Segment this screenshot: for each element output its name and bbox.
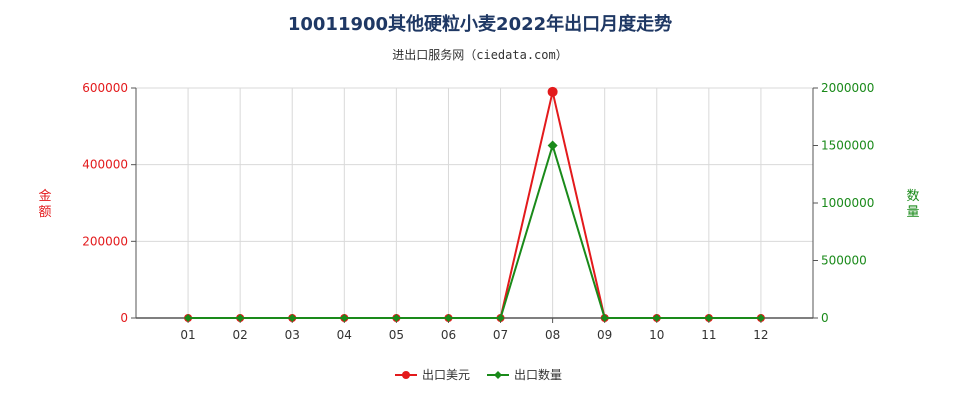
- legend-label-1: 出口美元: [422, 368, 470, 382]
- x-axis-tick-label: 04: [337, 328, 352, 342]
- legend-label-2: 出口数量: [514, 367, 562, 382]
- right-axis-title: 数量: [906, 189, 919, 220]
- x-axis-tick-label: 12: [753, 328, 768, 342]
- left-axis-title: 金额: [38, 188, 51, 220]
- x-axis-tick-label: 01: [180, 328, 195, 342]
- x-axis-tick-label: 03: [285, 328, 300, 342]
- series-point-2: [600, 314, 609, 322]
- series-point-2: [444, 314, 453, 322]
- series-point-2: [340, 314, 349, 322]
- left-axis-tick-label: 400000: [82, 158, 128, 172]
- x-axis-tick-label: 11: [701, 328, 716, 342]
- series-point-1: [547, 86, 558, 97]
- right-axis-tick-label: 1500000: [821, 139, 874, 153]
- right-axis-tick-label: 0: [821, 311, 829, 325]
- left-axis-tick-label: 200000: [82, 234, 128, 248]
- x-axis-tick-label: 07: [493, 328, 508, 342]
- x-axis-tick-label: 08: [545, 328, 560, 342]
- chart-subtitle: 进出口服务网（ciedata.com）: [392, 48, 568, 62]
- series-point-2: [756, 314, 765, 322]
- x-axis-tick-label: 06: [441, 328, 456, 342]
- right-axis-tick-label: 1000000: [821, 196, 874, 210]
- series-line-2: [188, 142, 761, 319]
- series-point-2: [236, 314, 245, 322]
- series-point-2: [547, 140, 558, 151]
- legend-marker-1: [402, 371, 410, 379]
- series-point-2: [704, 314, 713, 322]
- series-point-2: [652, 314, 661, 322]
- right-axis-tick-label: 500000: [821, 254, 867, 268]
- left-axis-tick-label: 0: [120, 311, 128, 325]
- series-line-1: [188, 91, 761, 319]
- x-axis-tick-label: 10: [649, 328, 664, 342]
- left-axis-tick-label: 600000: [82, 81, 128, 95]
- series-point-2: [184, 314, 193, 322]
- chart-title: 10011900其他硬粒小麦2022年出口月度走势: [287, 14, 673, 35]
- x-axis-tick-label: 05: [389, 328, 404, 342]
- x-axis-tick-label: 09: [597, 328, 612, 342]
- right-axis-tick-label: 2000000: [821, 81, 874, 95]
- series-point-2: [392, 314, 401, 322]
- x-axis-tick-label: 02: [233, 328, 248, 342]
- series-point-2: [496, 314, 505, 322]
- series-point-2: [288, 314, 297, 322]
- legend-marker-2: [494, 371, 502, 379]
